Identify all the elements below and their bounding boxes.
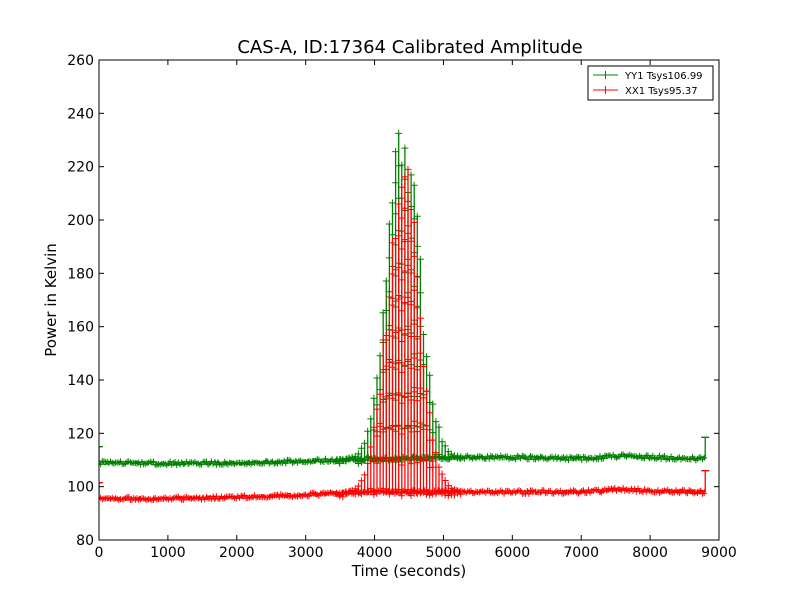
data-point <box>125 493 132 500</box>
data-point <box>697 487 704 494</box>
data-point <box>684 490 691 497</box>
legend-box <box>587 65 714 101</box>
start-marker <box>99 446 103 463</box>
series-xx1 <box>99 165 710 504</box>
y-tick-label: 260 <box>67 53 94 69</box>
y-tick-label: 120 <box>67 426 94 442</box>
y-tick-label: 220 <box>67 160 94 176</box>
data-point <box>701 490 708 497</box>
x-tick-label: 4000 <box>357 545 393 561</box>
y-tick-label: 200 <box>67 213 94 229</box>
legend-entry: YY1 Tsys106.99 <box>624 71 703 82</box>
start-marker <box>99 482 103 499</box>
x-tick-label: 7000 <box>563 545 599 561</box>
plot-frame <box>98 59 720 541</box>
y-tick-label: 160 <box>67 320 94 336</box>
data-point <box>661 452 668 459</box>
x-tick-label: 5000 <box>426 545 462 561</box>
y-tick-label: 140 <box>67 373 94 389</box>
x-tick-label: 1000 <box>150 545 186 561</box>
data-point <box>348 454 356 462</box>
data-point <box>150 458 157 465</box>
legend-entry: XX1 Tsys95.37 <box>625 86 698 97</box>
data-point <box>282 460 289 467</box>
x-axis-label: Time (seconds) <box>351 562 467 580</box>
x-tick-label: 2000 <box>219 545 255 561</box>
y-tick-label: 100 <box>67 480 94 496</box>
x-tick-label: 3000 <box>288 545 324 561</box>
data-point <box>512 456 519 463</box>
x-tick-label: 0 <box>95 545 104 561</box>
data-point <box>345 488 353 496</box>
data-point <box>565 457 572 464</box>
data-point <box>525 490 532 497</box>
data-point <box>540 487 547 494</box>
y-tick-label: 80 <box>76 533 94 549</box>
y-tick-label: 180 <box>67 266 94 282</box>
plot-area <box>99 129 710 504</box>
data-point <box>99 461 104 468</box>
x-tick-label: 6000 <box>495 545 531 561</box>
data-point <box>701 454 708 461</box>
y-tick-label: 240 <box>67 106 94 122</box>
data-point <box>454 487 462 495</box>
chart-title: CAS-A, ID:17364 Calibrated Amplitude <box>237 37 582 58</box>
x-axis: 0 1000 2000 3000 4000 5000 6000 7000 8000 9000 <box>95 60 737 561</box>
y-axis-label: Power in Kelvin <box>42 243 60 357</box>
end-marker <box>701 470 710 492</box>
data-point <box>600 455 607 462</box>
legend: YY1 Tsys106.99 XX1 Tsys95.37 <box>587 65 714 101</box>
legend-marker <box>601 86 610 94</box>
series-spikes <box>336 169 462 497</box>
x-tick-label: 8000 <box>632 545 668 561</box>
x-tick-label: 9000 <box>701 545 737 561</box>
legend-marker <box>601 71 610 79</box>
end-marker <box>701 436 710 459</box>
y-axis: 80 100 120 140 160 180 200 220 240 260 <box>67 53 719 549</box>
